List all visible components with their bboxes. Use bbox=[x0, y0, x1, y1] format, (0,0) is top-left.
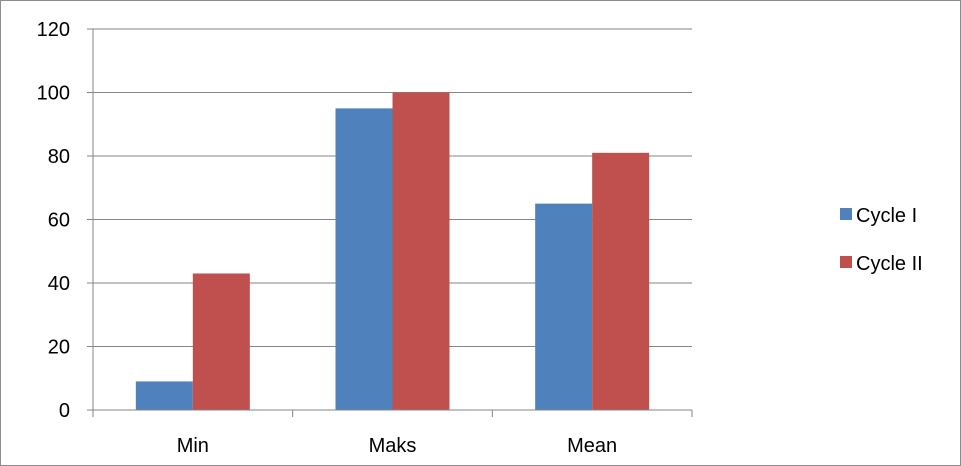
x-tick-label: Maks bbox=[369, 435, 417, 457]
bars bbox=[135, 92, 650, 410]
bar-mean-series-2 bbox=[592, 152, 650, 410]
y-tick-label: 80 bbox=[48, 146, 70, 168]
bar-maks-series-1 bbox=[335, 108, 393, 410]
y-tick-label: 40 bbox=[48, 273, 70, 295]
bar-min-series-2 bbox=[192, 273, 250, 410]
legend-swatch bbox=[840, 208, 852, 220]
legend-label: Cycle II bbox=[856, 253, 923, 275]
bar-mean-series-1 bbox=[535, 203, 593, 410]
bar-min-series-1 bbox=[135, 381, 193, 410]
legend: Cycle I Cycle II bbox=[840, 205, 923, 275]
legend-swatch bbox=[840, 256, 852, 268]
y-tick-label: 60 bbox=[48, 210, 70, 232]
y-tick-labels: 0 20 40 60 80 100 120 bbox=[37, 19, 93, 422]
x-tick-labels: Min Maks Mean bbox=[92, 410, 693, 457]
y-tick-label: 20 bbox=[48, 337, 70, 359]
x-tick-label: Mean bbox=[567, 435, 617, 457]
y-tick-label: 0 bbox=[59, 400, 70, 422]
x-tick-label: Min bbox=[177, 435, 209, 457]
legend-label: Cycle I bbox=[856, 205, 917, 227]
y-tick-label: 120 bbox=[37, 19, 70, 41]
y-tick-label: 100 bbox=[37, 83, 70, 105]
bar-maks-series-2 bbox=[392, 92, 450, 410]
